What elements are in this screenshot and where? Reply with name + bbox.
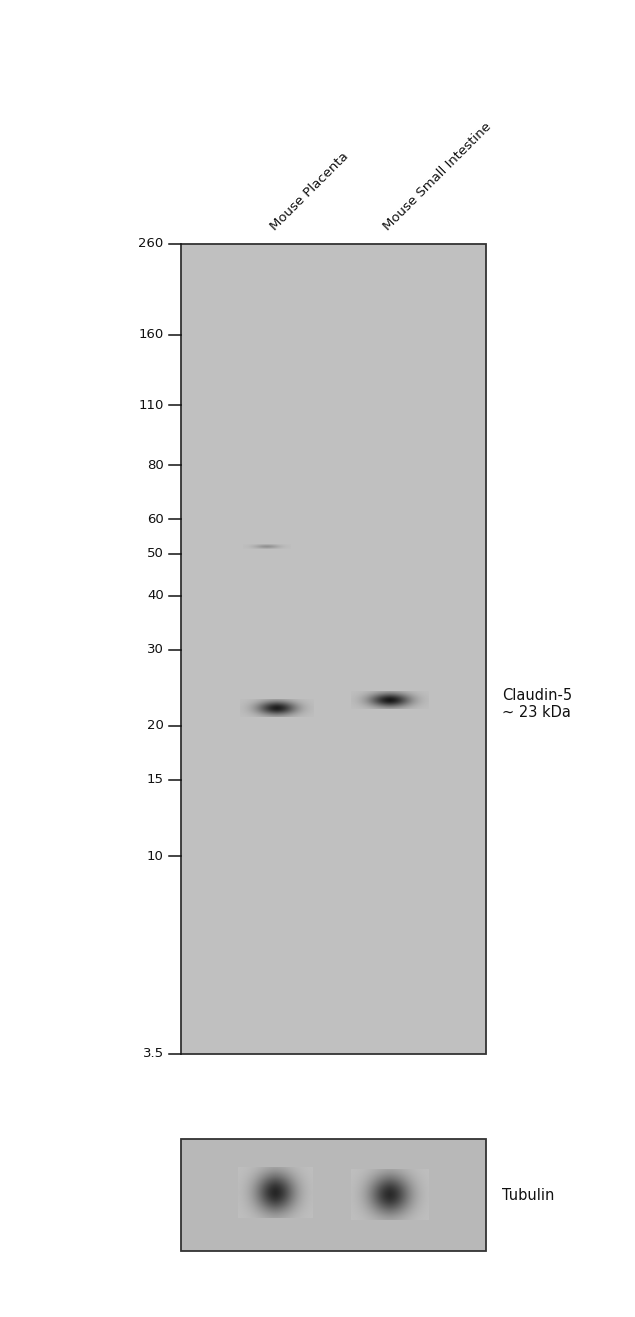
Text: 110: 110 — [138, 399, 164, 412]
Text: Claudin-5
~ 23 kDa: Claudin-5 ~ 23 kDa — [502, 687, 572, 720]
Text: 40: 40 — [147, 589, 164, 602]
Text: 260: 260 — [138, 237, 164, 250]
Text: 30: 30 — [147, 643, 164, 656]
Text: 20: 20 — [147, 719, 164, 732]
Bar — [181, 1139, 486, 1251]
Text: 80: 80 — [147, 458, 164, 471]
Text: 15: 15 — [147, 773, 164, 786]
Text: 160: 160 — [138, 328, 164, 341]
Text: 10: 10 — [147, 849, 164, 863]
Text: Mouse Small Intestine: Mouse Small Intestine — [380, 120, 493, 233]
Text: 3.5: 3.5 — [143, 1047, 164, 1060]
Text: Mouse Placenta: Mouse Placenta — [268, 150, 351, 233]
Text: 50: 50 — [147, 547, 164, 560]
Text: Tubulin: Tubulin — [502, 1188, 554, 1202]
Bar — [181, 244, 486, 1054]
Text: 60: 60 — [147, 512, 164, 525]
